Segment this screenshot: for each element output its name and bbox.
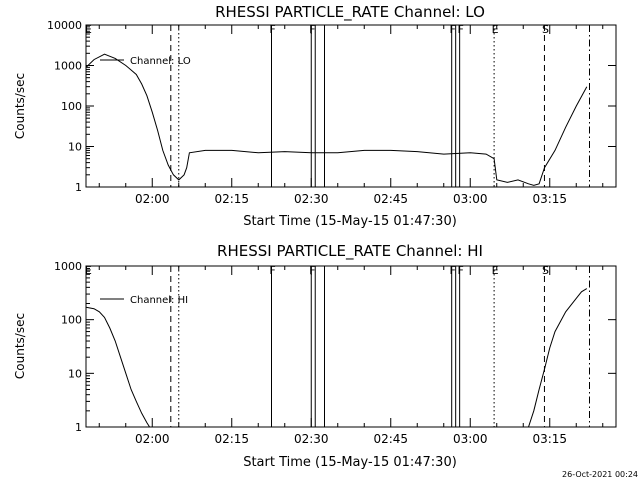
legend-label-lo: Channel: LO — [130, 56, 191, 67]
legend-label-hi: Channel: HI — [130, 295, 188, 306]
marker-label-hi-9: F — [457, 264, 463, 277]
axis-ticks-hi: 1 10 100 1000 02:00 02:15 02:30 02:45 03:00 03:15 — [54, 260, 616, 446]
y-tick-label-lo-2: 100 — [61, 100, 82, 113]
x-axis-label-hi: Start Time (15-May-15 01:47:30) — [243, 455, 457, 470]
marker-label-hi-4: F — [309, 264, 315, 277]
plot-frame-lo — [85, 24, 617, 188]
y-tick-label-hi-0: 1 — [75, 421, 82, 434]
y-axis-label-lo: Counts/sec — [13, 73, 27, 139]
y-tick-label-lo-0: 1 — [75, 181, 82, 194]
marker-label-hi-0: E — [85, 264, 92, 277]
x-tick-label-lo-2: 02:30 — [294, 192, 329, 206]
marker-label-lo-11: S — [542, 23, 549, 36]
x-tick-label-hi-1: 02:15 — [214, 432, 249, 446]
y-tick-label-hi-3: 1000 — [54, 260, 82, 273]
y-tick-label-hi-1: 10 — [68, 367, 82, 380]
marker-label-lo-3: F — [269, 23, 275, 36]
marker-label-lo-7: F — [450, 23, 456, 36]
marker-label-lo-9: F — [457, 23, 463, 36]
x-tick-label-lo-5: 03:15 — [532, 192, 567, 206]
x-tick-label-hi-2: 02:30 — [294, 432, 329, 446]
y-tick-label-lo-1: 10 — [68, 141, 82, 154]
x-tick-label-lo-4: 03:00 — [453, 192, 488, 206]
series-line-hi-segment-2 — [528, 288, 588, 428]
x-tick-label-lo-1: 02:15 — [214, 192, 249, 206]
x-axis-label-lo: Start Time (15-May-15 01:47:30) — [243, 214, 457, 229]
marker-label-lo-4: F — [309, 23, 315, 36]
chart-title-lo: RHESSI PARTICLE_RATE Channel: LO — [215, 3, 485, 22]
legend-hi: Channel: HI — [100, 295, 188, 306]
marker-label-lo-0: E — [85, 23, 92, 36]
x-tick-label-hi-5: 03:15 — [532, 432, 567, 446]
x-tick-label-lo-0: 02:00 — [135, 192, 170, 206]
x-tick-label-hi-0: 02:00 — [135, 432, 170, 446]
x-tick-label-lo-3: 02:45 — [373, 192, 408, 206]
footer-timestamp: 26-Oct-2021 00:24 — [562, 470, 638, 479]
marker-label-hi-7: F — [450, 264, 456, 277]
y-tick-label-hi-2: 100 — [61, 314, 82, 327]
plot-frame-hi — [85, 265, 617, 428]
legend-lo: Channel: LO — [100, 56, 191, 67]
series-line-lo — [85, 53, 588, 186]
y-tick-label-lo-4: 10000 — [47, 19, 82, 32]
marker-label-hi-11: S — [542, 264, 549, 277]
y-axis-label-hi: Counts/sec — [13, 313, 27, 379]
y-tick-label-lo-3: 1000 — [54, 60, 82, 73]
series-line-hi — [85, 306, 151, 428]
marker-label-hi-10: E — [492, 264, 499, 277]
chart-title-hi: RHESSI PARTICLE_RATE Channel: HI — [217, 242, 483, 261]
axis-ticks-lo: 1 10 100 1000 10000 02:00 02:15 02:30 02:45 03:00… — [47, 19, 616, 206]
marker-label-lo-10: E — [492, 23, 499, 36]
x-tick-label-hi-3: 02:45 — [373, 432, 408, 446]
marker-label-hi-3: F — [269, 264, 275, 277]
x-tick-label-hi-4: 03:00 — [453, 432, 488, 446]
